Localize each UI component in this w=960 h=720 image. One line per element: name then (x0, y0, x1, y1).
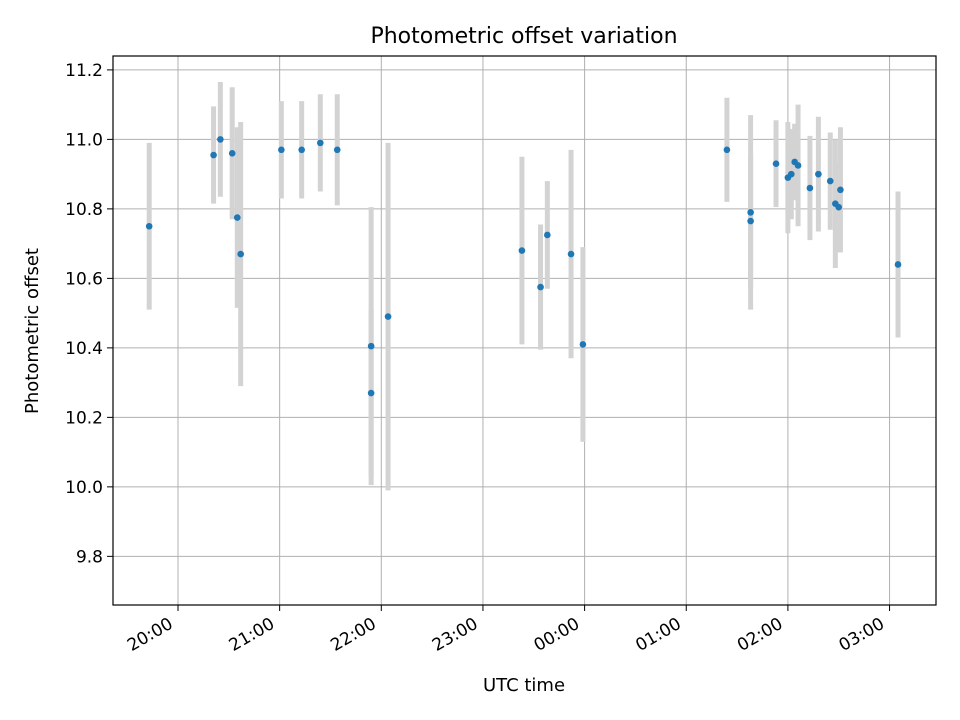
data-point (317, 139, 324, 147)
data-point (747, 217, 754, 225)
errorbars (146, 82, 901, 491)
data-point (835, 203, 843, 211)
data-point (278, 146, 285, 154)
y-tick-label: 11.0 (65, 130, 103, 150)
y-tick-label: 11.2 (65, 61, 103, 81)
data-point (544, 231, 551, 239)
data-point (815, 170, 822, 178)
data-point (837, 186, 844, 194)
data-points (145, 136, 902, 397)
data-point (894, 261, 902, 268)
data-point (579, 341, 587, 348)
x-tick-label: 03:00 (836, 614, 888, 656)
data-point (537, 283, 544, 291)
data-point (217, 136, 224, 143)
data-point (806, 184, 814, 192)
data-point (723, 146, 731, 154)
data-point (228, 149, 236, 157)
y-tick-label: 10.0 (65, 478, 103, 498)
x-tick-label: 20:00 (124, 614, 176, 656)
data-point (367, 389, 375, 397)
data-point (233, 214, 241, 221)
x-tick-label: 01:00 (632, 614, 684, 656)
x-tick-label: 21:00 (226, 614, 278, 656)
x-tick-label: 00:00 (531, 614, 583, 656)
y-tick-label: 10.2 (65, 408, 103, 428)
data-point (298, 146, 305, 154)
data-point (518, 247, 526, 254)
y-tick-label: 10.8 (65, 200, 103, 220)
data-point (384, 313, 392, 320)
chart-title: Photometric offset variation (370, 24, 677, 49)
data-point (367, 342, 375, 350)
y-tick-label: 10.4 (65, 339, 103, 359)
data-point (567, 250, 575, 258)
x-tick-label: 22:00 (327, 614, 379, 656)
data-point (747, 209, 754, 216)
data-point (145, 222, 153, 230)
data-point (772, 160, 780, 168)
y-axis: 9.8 10.0 10.2 10.4 10.6 10.8 11.0 11.2 (65, 61, 113, 567)
x-axis-label: UTC time (483, 675, 565, 696)
x-axis: 20:00 21:00 22:00 23:00 00:00 01:00 02:00 03:00 (124, 605, 891, 656)
plot-frame (112, 55, 937, 606)
x-tick-label: 23:00 (429, 614, 481, 656)
data-point (210, 151, 217, 159)
x-tick-label: 02:00 (734, 614, 786, 656)
y-tick-label: 9.8 (76, 547, 103, 567)
data-point (826, 177, 834, 185)
data-point (333, 146, 341, 154)
data-point (794, 162, 802, 169)
data-point (237, 250, 244, 258)
data-point (787, 170, 795, 178)
y-axis-label: Photometric offset (22, 248, 43, 414)
y-tick-label: 10.6 (65, 269, 103, 289)
